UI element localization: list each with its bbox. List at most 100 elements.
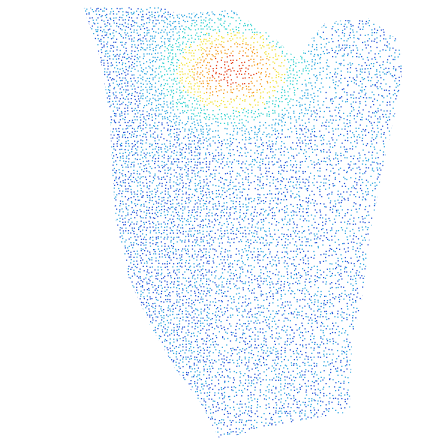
cloud-point bbox=[136, 47, 138, 49]
cloud-point bbox=[395, 183, 397, 185]
cloud-point bbox=[157, 107, 159, 109]
cloud-point bbox=[296, 154, 298, 156]
cloud-point bbox=[206, 23, 208, 26]
cloud-point bbox=[85, 160, 87, 162]
cloud-point bbox=[245, 47, 247, 49]
cloud-point bbox=[86, 119, 88, 121]
cloud-point bbox=[100, 71, 102, 73]
cloud-point bbox=[284, 13, 286, 15]
cloud-point bbox=[106, 153, 108, 155]
cloud-point bbox=[269, 190, 271, 192]
cloud-point bbox=[400, 8, 402, 10]
cloud-point bbox=[148, 21, 150, 24]
cloud-point bbox=[356, 139, 358, 141]
cloud-point bbox=[187, 34, 189, 36]
cloud-point bbox=[251, 29, 253, 31]
cloud-point bbox=[153, 125, 156, 127]
cloud-point bbox=[379, 116, 381, 118]
cloud-point bbox=[266, 154, 268, 157]
cloud-point bbox=[236, 32, 238, 34]
cloud-point bbox=[182, 19, 185, 21]
cloud-point bbox=[163, 58, 165, 60]
cloud-point bbox=[359, 157, 361, 159]
cloud-point bbox=[349, 120, 351, 122]
cloud-point bbox=[391, 127, 393, 129]
cloud-point bbox=[127, 26, 129, 28]
cloud-point bbox=[337, 107, 340, 109]
cloud-point bbox=[206, 77, 209, 79]
cloud-point bbox=[113, 78, 115, 81]
cloud-point bbox=[217, 146, 219, 148]
cloud-point bbox=[259, 97, 261, 99]
cloud-point bbox=[262, 38, 264, 40]
cloud-point bbox=[166, 17, 168, 20]
cloud-point bbox=[395, 77, 397, 80]
cloud-point bbox=[250, 104, 252, 106]
cloud-point bbox=[396, 178, 398, 180]
cloud-point bbox=[256, 150, 258, 152]
cloud-point bbox=[109, 89, 111, 91]
cloud-point bbox=[169, 38, 171, 40]
cloud-point bbox=[172, 53, 174, 55]
cloud-point bbox=[179, 71, 181, 73]
cloud-point bbox=[259, 181, 261, 183]
cloud-point bbox=[407, 128, 408, 129]
cloud-point bbox=[408, 85, 409, 86]
cloud-point bbox=[146, 29, 148, 32]
cloud-point bbox=[135, 178, 137, 180]
cloud-point bbox=[170, 121, 172, 123]
cloud-point bbox=[161, 160, 163, 163]
cloud-point bbox=[212, 68, 214, 70]
cloud-point bbox=[247, 109, 249, 111]
cloud-point bbox=[262, 149, 264, 151]
cloud-point bbox=[253, 20, 255, 22]
cloud-point bbox=[226, 80, 228, 82]
cloud-point bbox=[242, 184, 244, 186]
cloud-point bbox=[79, 123, 80, 124]
cloud-point bbox=[139, 92, 141, 94]
cloud-point bbox=[142, 89, 144, 91]
cloud-point bbox=[340, 133, 342, 135]
cloud-point bbox=[340, 62, 342, 65]
cloud-point bbox=[326, 106, 328, 109]
cloud-point bbox=[257, 189, 259, 191]
cloud-point bbox=[148, 115, 150, 117]
cloud-point bbox=[115, 80, 118, 82]
cloud-point bbox=[119, 143, 121, 146]
cloud-point bbox=[136, 32, 138, 34]
cloud-point bbox=[107, 79, 109, 81]
cloud-point bbox=[122, 166, 124, 168]
cloud-point bbox=[154, 52, 156, 55]
cloud-point bbox=[82, 106, 85, 108]
cloud-point bbox=[316, 10, 318, 12]
cloud-point bbox=[131, 38, 133, 40]
cloud-point bbox=[143, 152, 145, 154]
cloud-point bbox=[84, 130, 87, 133]
cloud-point bbox=[346, 170, 348, 173]
cloud-point bbox=[358, 110, 360, 112]
cloud-point bbox=[181, 152, 183, 154]
cloud-point bbox=[395, 187, 397, 189]
cloud-point bbox=[269, 136, 271, 138]
cloud-point bbox=[260, 79, 262, 81]
cloud-point bbox=[128, 67, 130, 69]
cloud-point bbox=[94, 152, 96, 154]
cloud-point bbox=[351, 110, 353, 112]
cloud-point bbox=[382, 22, 384, 24]
cloud-point bbox=[297, 145, 299, 147]
cloud-point bbox=[373, 112, 375, 114]
cloud-point bbox=[179, 28, 181, 30]
cloud-point bbox=[100, 57, 102, 59]
cloud-point bbox=[136, 149, 138, 151]
cloud-point bbox=[114, 179, 116, 182]
cloud-point bbox=[208, 166, 210, 168]
cloud-point bbox=[94, 89, 96, 91]
cloud-point bbox=[316, 32, 319, 34]
cloud-point bbox=[218, 158, 220, 160]
cloud-point bbox=[380, 109, 382, 111]
cloud-point bbox=[163, 138, 165, 140]
cloud-point bbox=[310, 35, 312, 37]
cloud-point bbox=[295, 43, 297, 45]
cloud-point bbox=[336, 139, 338, 141]
cloud-point bbox=[218, 29, 220, 31]
